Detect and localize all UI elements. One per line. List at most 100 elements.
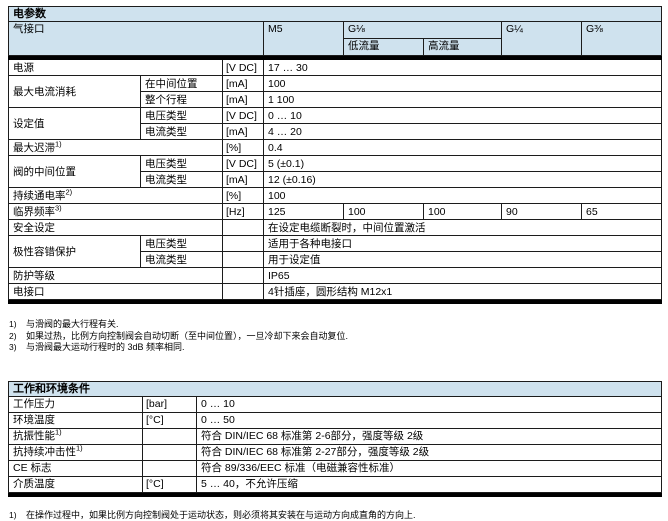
row-safety-setting: 安全设定 在设定电缆断裂时，中间位置激活 — [9, 220, 662, 236]
row-mid-position-voltage-unit: [V DC] — [223, 156, 264, 172]
table1-bottom-border — [9, 300, 662, 304]
footnote-text: 在操作过程中，如果比例方向控制阀处于运动状态，则必须将其安装在与运动方向成直角的… — [26, 510, 416, 520]
row-safety-setting-unit-empty — [223, 220, 264, 236]
row-critical-frequency-value-m5: 125 — [264, 204, 344, 220]
row-duty-cycle-label: 持续通电率2) — [9, 188, 223, 204]
footnote-line: 2)如果过热，比例方向控制阀会自动切断（至中间位置），一旦冷却下来会自动复位. — [9, 331, 661, 343]
row-setpoint-voltage-value: 0 … 10 — [264, 108, 662, 124]
row-critical-frequency-label: 临界频率3) — [9, 204, 223, 220]
row-electrical-connection-label: 电接口 — [9, 284, 223, 300]
row-electrical-connection-value: 4针插座，圆形结构 M12x1 — [264, 284, 662, 300]
row-medium-temperature-unit: [°C] — [143, 476, 197, 492]
row-mid-position-voltage-sub: 电压类型 — [141, 156, 223, 172]
row-critical-frequency-value-g14: 90 — [502, 204, 582, 220]
table2-title-row: 工作和环境条件 — [9, 381, 662, 396]
row-protection-class-label: 防护等级 — [9, 268, 223, 284]
row-operating-pressure-unit: [bar] — [143, 396, 197, 412]
row-setpoint-label: 设定值 — [9, 108, 141, 140]
table1-title: 电参数 — [9, 7, 662, 22]
header-col-m5: M5 — [264, 22, 344, 56]
row-max-current-mid-value: 100 — [264, 76, 662, 92]
row-power: 电源 [V DC] 17 … 30 — [9, 60, 662, 76]
row-operating-pressure-label: 工作压力 — [9, 396, 143, 412]
row-setpoint-current-unit: [mA] — [223, 124, 264, 140]
row-shock-resistance-label-text: 抗持续冲击性 — [13, 446, 76, 458]
row-ambient-temperature-label: 环境温度 — [9, 412, 143, 428]
row-shock-resistance-unit-empty — [143, 444, 197, 460]
footnote-ref-t2-1: 1) — [55, 428, 62, 437]
header-pneumatic-port: 气接口 — [9, 22, 264, 56]
row-setpoint-voltage-unit: [V DC] — [223, 108, 264, 124]
row-mid-position-current-unit: [mA] — [223, 172, 264, 188]
row-safety-setting-value: 在设定电缆断裂时，中间位置激活 — [264, 220, 662, 236]
header-col-g18: G⅛ — [344, 22, 502, 39]
row-critical-frequency: 临界频率3) [Hz] 125 100 100 90 65 — [9, 204, 662, 220]
row-ce-marking: CE 标志 符合 89/336/EEC 标准（电磁兼容性标准） — [9, 460, 662, 476]
row-vibration-resistance-value: 符合 DIN/IEC 68 标准第 2-6部分，强度等级 2级 — [197, 428, 662, 444]
header-col-g18-low-flow: 低流量 — [344, 39, 424, 56]
row-hysteresis-value: 0.4 — [264, 140, 662, 156]
row-polarity-voltage-unit-empty — [223, 236, 264, 252]
row-ce-marking-label: CE 标志 — [9, 460, 143, 476]
row-ambient-temperature-value: 0 … 50 — [197, 412, 662, 428]
table2-bottom-border — [9, 492, 662, 496]
row-setpoint-current-value: 4 … 20 — [264, 124, 662, 140]
row-vibration-resistance-label: 抗振性能1) — [9, 428, 143, 444]
row-medium-temperature: 介质温度 [°C] 5 … 40，不允许压缩 — [9, 476, 662, 492]
row-critical-frequency-value-g18-low: 100 — [344, 204, 424, 220]
row-duty-cycle-value: 100 — [264, 188, 662, 204]
row-polarity-voltage-sub: 电压类型 — [141, 236, 223, 252]
row-mid-position-current-sub: 电流类型 — [141, 172, 223, 188]
table2-title: 工作和环境条件 — [9, 381, 662, 396]
row-polarity-current-value: 用于设定值 — [264, 252, 662, 268]
footnote-text: 如果过热，比例方向控制阀会自动切断（至中间位置），一旦冷却下来会自动复位. — [26, 331, 348, 341]
row-electrical-connection: 电接口 4针插座，圆形结构 M12x1 — [9, 284, 662, 300]
row-ce-marking-unit-empty — [143, 460, 197, 476]
row-duty-cycle-unit: [%] — [223, 188, 264, 204]
row-hysteresis-unit: [%] — [223, 140, 264, 156]
header-col-g14: G¼ — [502, 22, 582, 56]
footnote-ref-1: 1) — [55, 140, 62, 149]
row-protection-class-unit-empty — [223, 268, 264, 284]
row-mid-position-current-value: 12 (±0.16) — [264, 172, 662, 188]
row-vibration-resistance-unit-empty — [143, 428, 197, 444]
footnote-ref-3: 3) — [55, 204, 62, 213]
row-polarity-current-sub: 电流类型 — [141, 252, 223, 268]
row-mid-position-label: 阀的中间位置 — [9, 156, 141, 188]
row-vibration-resistance: 抗振性能1) 符合 DIN/IEC 68 标准第 2-6部分，强度等级 2级 — [9, 428, 662, 444]
table1-bottom-bar — [9, 300, 662, 304]
footnote-line: 1)与滑阀的最大行程有关. — [9, 319, 661, 331]
row-max-current-mid: 最大电流消耗 在中间位置 [mA] 100 — [9, 76, 662, 92]
footnote-line: 1)在操作过程中，如果比例方向控制阀处于运动状态，则必须将其安装在与运动方向成直… — [9, 510, 661, 521]
row-hysteresis: 最大迟滞1) [%] 0.4 — [9, 140, 662, 156]
row-ambient-temperature: 环境温度 [°C] 0 … 50 — [9, 412, 662, 428]
row-power-label: 电源 — [9, 60, 223, 76]
operating-conditions-table: 工作和环境条件 工作压力 [bar] 0 … 10 环境温度 [°C] 0 … … — [8, 381, 662, 497]
row-medium-temperature-label: 介质温度 — [9, 476, 143, 492]
row-operating-pressure: 工作压力 [bar] 0 … 10 — [9, 396, 662, 412]
row-polarity-voltage: 极性容错保护 电压类型 适用于各种电接口 — [9, 236, 662, 252]
row-power-unit: [V DC] — [223, 60, 264, 76]
row-hysteresis-label: 最大迟滞1) — [9, 140, 223, 156]
row-polarity-voltage-value: 适用于各种电接口 — [264, 236, 662, 252]
row-ce-marking-value: 符合 89/336/EEC 标准（电磁兼容性标准） — [197, 460, 662, 476]
row-electrical-connection-unit-empty — [223, 284, 264, 300]
footnote-ref-2: 2) — [66, 188, 73, 197]
header-col-g38: G⅜ — [582, 22, 662, 56]
row-hysteresis-label-text: 最大迟滞 — [13, 142, 55, 154]
row-setpoint-voltage: 设定值 电压类型 [V DC] 0 … 10 — [9, 108, 662, 124]
row-mid-position-voltage-value: 5 (±0.1) — [264, 156, 662, 172]
row-power-value: 17 … 30 — [264, 60, 662, 76]
row-protection-class: 防护等级 IP65 — [9, 268, 662, 284]
row-setpoint-voltage-sub: 电压类型 — [141, 108, 223, 124]
row-ambient-temperature-unit: [°C] — [143, 412, 197, 428]
row-critical-frequency-value-g38: 65 — [582, 204, 662, 220]
footnote-marker: 3) — [9, 342, 26, 354]
footnote-ref-t2-1b: 1) — [76, 444, 83, 453]
row-max-current-mid-sub: 在中间位置 — [141, 76, 223, 92]
row-max-current-full-unit: [mA] — [223, 92, 264, 108]
row-safety-setting-label: 安全设定 — [9, 220, 223, 236]
row-shock-resistance: 抗持续冲击性1) 符合 DIN/IEC 68 标准第 2-27部分，强度等级 2… — [9, 444, 662, 460]
footnote-marker: 2) — [9, 331, 26, 343]
